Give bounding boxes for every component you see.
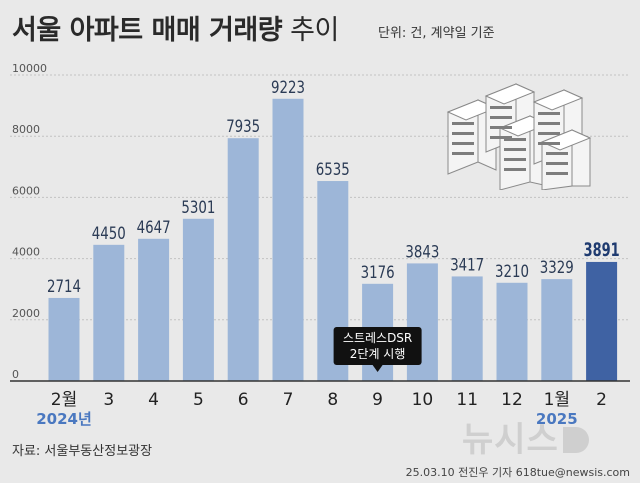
bar	[138, 238, 170, 381]
x-tick-label: 11	[456, 390, 478, 410]
x-tick-label: 3	[103, 390, 114, 410]
bar	[182, 218, 214, 381]
y-tick-label: 6000	[12, 184, 40, 197]
x-year-label: 2025	[536, 410, 578, 428]
y-tick-label: 4000	[12, 246, 40, 259]
x-tick-label: 1월	[544, 390, 570, 410]
chart-title: 서울 아파트 매매 거래량	[12, 15, 283, 46]
bar	[48, 297, 80, 381]
bar-value-label: 7935	[226, 117, 260, 137]
x-year-label: 2024년	[36, 410, 92, 428]
annotation-text: 스트레스DSR	[343, 331, 412, 345]
x-tick-label: 7	[283, 390, 294, 410]
bar-value-label: 3843	[405, 242, 439, 262]
x-tick-label: 4	[148, 390, 159, 410]
y-tick-label: 8000	[12, 123, 40, 136]
bar	[496, 282, 528, 381]
watermark-logo-mark	[562, 427, 589, 453]
bar	[272, 98, 304, 382]
bar	[227, 138, 259, 381]
x-tick-label: 10	[412, 390, 434, 410]
bar-value-label: 2714	[47, 277, 81, 297]
bar-value-label: 3891	[584, 239, 620, 261]
y-tick-label: 10000	[12, 62, 47, 75]
x-tick-label: 9	[372, 390, 383, 410]
annotation-box	[333, 327, 422, 365]
annotation-text: 2단계 시행	[350, 346, 406, 361]
bar-value-label: 3417	[450, 255, 484, 275]
newsis-watermark: 뉴시스	[462, 412, 589, 461]
chart-title-suffix: 추이	[290, 15, 339, 46]
x-tick-label: 12	[501, 390, 523, 410]
bar	[541, 279, 573, 381]
y-tick-label: 2000	[12, 307, 40, 320]
credit-line: 25.03.10 전진우 기자 618tue@newsis.com	[405, 466, 630, 479]
y-tick-label: 0	[12, 368, 19, 381]
x-tick-label: 2월	[51, 390, 77, 410]
watermark-text: 뉴시스	[462, 420, 559, 460]
x-tick-label: 2	[596, 390, 607, 410]
bar-value-label: 5301	[181, 198, 215, 218]
bar-value-label: 3329	[540, 258, 574, 278]
bar-value-label: 3176	[361, 263, 395, 283]
bar-value-label: 4647	[137, 218, 171, 238]
bar-value-label: 6535	[316, 160, 350, 180]
x-tick-label: 6	[238, 390, 249, 410]
source-note: 자료: 서울부동산정보광장	[12, 444, 153, 459]
annotation-pointer	[372, 365, 383, 372]
x-tick-label: 8	[327, 390, 338, 410]
x-tick-label: 5	[193, 390, 204, 410]
bar	[93, 244, 125, 381]
bar-value-label: 4450	[92, 224, 126, 244]
bar	[586, 261, 618, 381]
chart-title-row: 서울 아파트 매매 거래량 추이	[12, 8, 339, 48]
bar	[451, 276, 483, 381]
unit-note: 단위: 건, 계약일 기준	[378, 26, 495, 41]
apartment-buildings-icon	[446, 83, 592, 190]
bar-value-label: 9223	[271, 78, 305, 98]
bar-value-label: 3210	[495, 262, 529, 282]
